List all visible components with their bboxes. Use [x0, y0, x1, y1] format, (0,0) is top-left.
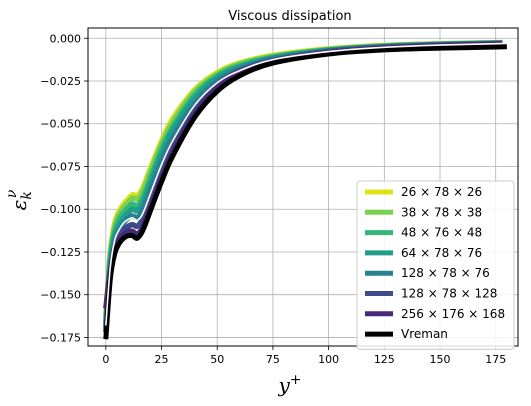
y-tick-label: 0.000	[50, 32, 82, 45]
y-axis-label-main: ε	[7, 200, 31, 211]
x-tick-label: 25	[155, 353, 169, 366]
legend: 26 × 78 × 26 38 × 78 × 38 48 × 76 × 48 64 ×…	[356, 180, 515, 350]
series-group	[103, 39, 507, 340]
y-tick-label: −0.175	[40, 331, 81, 344]
x-tick-label: 100	[318, 353, 339, 366]
legend-label-1: 38 × 78 × 38	[401, 205, 482, 219]
legend-label-7: Vreman	[401, 327, 448, 341]
white-reference-curve	[105, 42, 503, 326]
legend-label-5: 128 × 78 × 128	[401, 287, 497, 301]
legend-label-6: 256 × 176 × 168	[401, 307, 505, 321]
y-tick-label: −0.075	[40, 160, 81, 173]
y-tick-label: −0.100	[40, 203, 81, 216]
x-tick-label: 125	[374, 353, 395, 366]
legend-label-3: 64 × 78 × 76	[401, 246, 482, 260]
x-tick-label: 0	[102, 353, 109, 366]
x-axis-label-main: y	[277, 373, 290, 397]
legend-label-2: 48 × 76 × 48	[401, 226, 482, 240]
x-tick-label: 175	[485, 353, 506, 366]
y-tick-label: −0.050	[40, 118, 81, 131]
y-tick-label: −0.150	[40, 289, 81, 302]
plot-frame	[87, 27, 519, 347]
ticks: 0 25 50 75 100 125 150 175 −0.175 −0.150 −0.125 −0.…	[40, 32, 506, 366]
x-axis-label-sup: +	[290, 372, 302, 388]
legend-label-4: 128 × 78 × 76	[401, 266, 490, 280]
x-tick-label: 50	[210, 353, 224, 366]
x-axis-label: y+	[277, 372, 301, 397]
y-tick-label: −0.125	[40, 246, 81, 259]
chart-title: Viscous dissipation	[228, 9, 351, 24]
legend-label-0: 26 × 78 × 26	[401, 185, 482, 199]
x-tick-label: 150	[430, 353, 451, 366]
series-line-7	[103, 44, 507, 340]
svg-text:εkν: εkν	[4, 189, 35, 210]
x-tick-label: 75	[266, 353, 280, 366]
legend-box	[356, 180, 515, 350]
y-axis-label: εkν	[4, 189, 35, 210]
y-axis-label-sup: ν	[4, 189, 20, 198]
y-tick-label: −0.025	[40, 75, 81, 88]
y-axis-label-sub: k	[19, 191, 35, 199]
